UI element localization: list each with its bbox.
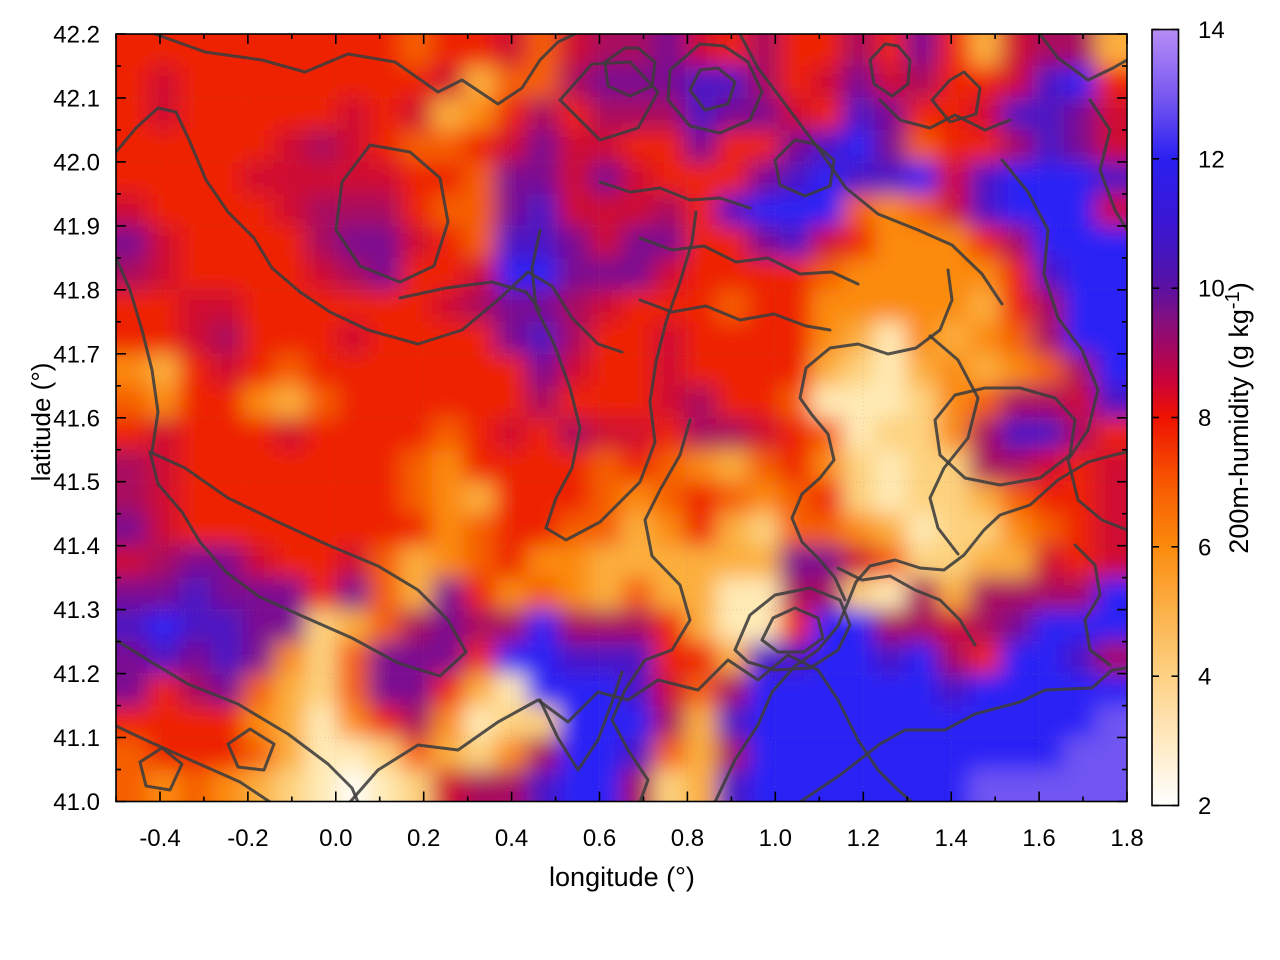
svg-text:12: 12 [1198, 146, 1225, 173]
svg-text:41.3: 41.3 [53, 597, 100, 624]
svg-text:41.4: 41.4 [53, 533, 100, 560]
svg-text:0.4: 0.4 [495, 825, 528, 852]
svg-text:42.1: 42.1 [53, 86, 100, 113]
svg-text:0.0: 0.0 [319, 825, 352, 852]
svg-text:41.9: 41.9 [53, 213, 100, 240]
svg-text:1.2: 1.2 [847, 825, 880, 852]
svg-text:42.0: 42.0 [53, 149, 100, 176]
svg-text:42.2: 42.2 [53, 22, 100, 49]
svg-text:-0.4: -0.4 [139, 825, 180, 852]
svg-text:0.6: 0.6 [583, 825, 616, 852]
svg-text:41.1: 41.1 [53, 725, 100, 752]
svg-text:41.2: 41.2 [53, 661, 100, 688]
svg-text:2: 2 [1198, 793, 1211, 820]
svg-text:14: 14 [1198, 17, 1225, 44]
svg-text:1.0: 1.0 [759, 825, 792, 852]
svg-text:4: 4 [1198, 664, 1211, 691]
svg-text:200m-humidity (g kg-1): 200m-humidity (g kg-1) [1222, 282, 1254, 553]
svg-text:1.4: 1.4 [935, 825, 968, 852]
svg-text:6: 6 [1198, 534, 1211, 561]
svg-text:41.0: 41.0 [53, 789, 100, 816]
svg-text:longitude (°): longitude (°) [549, 862, 695, 892]
svg-text:8: 8 [1198, 405, 1211, 432]
svg-text:10: 10 [1198, 276, 1225, 303]
svg-text:0.2: 0.2 [407, 825, 440, 852]
svg-text:1.8: 1.8 [1110, 825, 1143, 852]
svg-text:-0.2: -0.2 [227, 825, 268, 852]
svg-text:41.7: 41.7 [53, 341, 100, 368]
svg-text:latitude (°): latitude (°) [26, 363, 56, 482]
svg-text:41.8: 41.8 [53, 277, 100, 304]
svg-text:0.8: 0.8 [671, 825, 704, 852]
svg-text:41.6: 41.6 [53, 405, 100, 432]
svg-text:1.6: 1.6 [1022, 825, 1055, 852]
svg-text:41.5: 41.5 [53, 469, 100, 496]
